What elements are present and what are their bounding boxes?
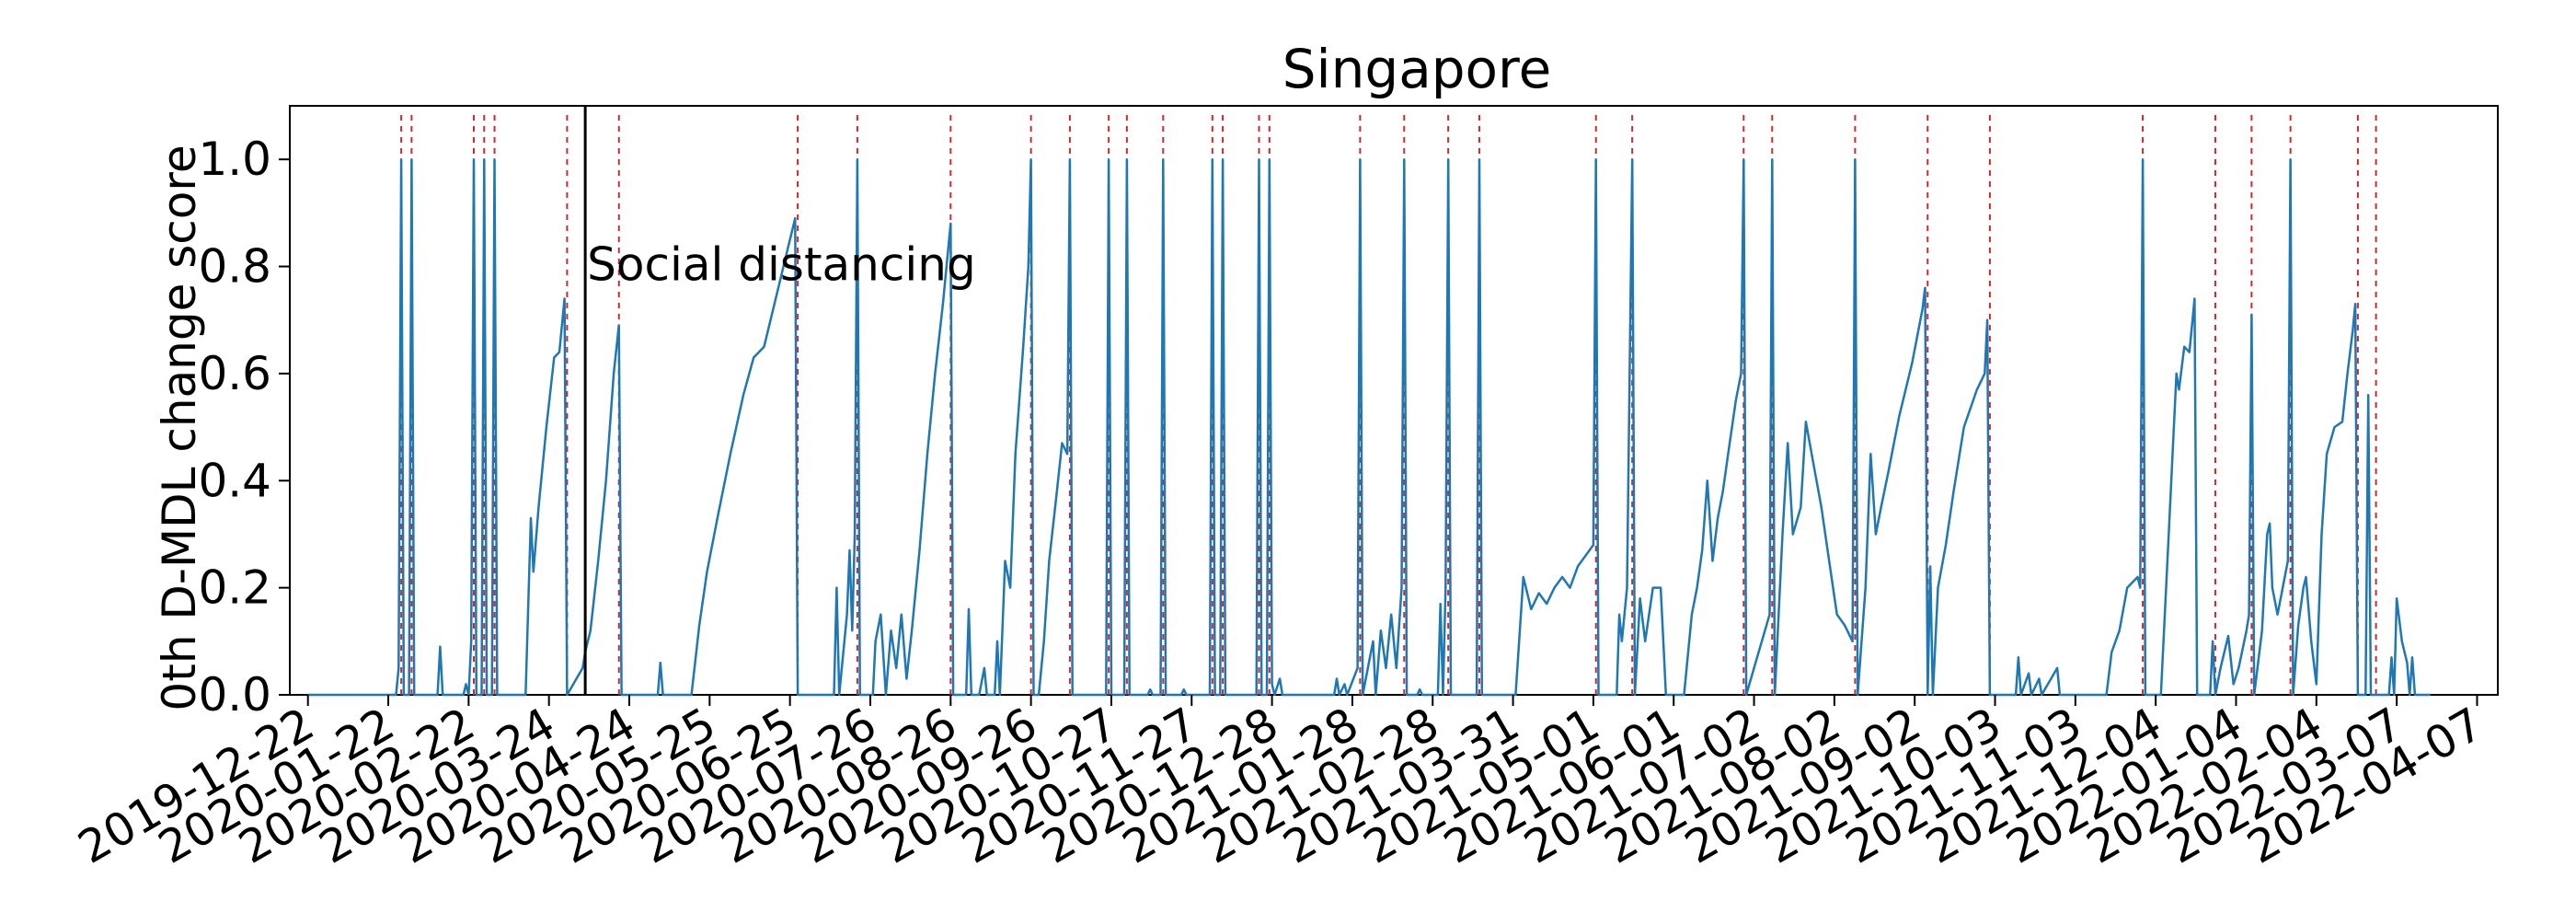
y-axis: 0.0 0.2 0.4 0.6 0.8 1.0 <box>198 133 290 722</box>
alarm-lines <box>400 115 2377 695</box>
x-axis: 2019-12-222020-01-222020-02-222020-03-24… <box>70 695 2491 874</box>
y-tick-label: 1.0 <box>198 133 271 186</box>
y-tick-label: 0.4 <box>198 454 271 507</box>
y-tick-label: 0.6 <box>198 347 271 400</box>
chart-title: Singapore <box>1282 38 1552 100</box>
y-tick-label: 0.0 <box>198 668 271 722</box>
series-line <box>307 157 2431 697</box>
y-tick-label: 0.2 <box>198 561 271 615</box>
event-label: Social distancing <box>587 238 976 292</box>
plot-frame <box>289 105 2499 696</box>
y-axis-label: 0th D-MDL change score <box>153 144 206 710</box>
y-tick-label: 0.8 <box>198 240 271 294</box>
